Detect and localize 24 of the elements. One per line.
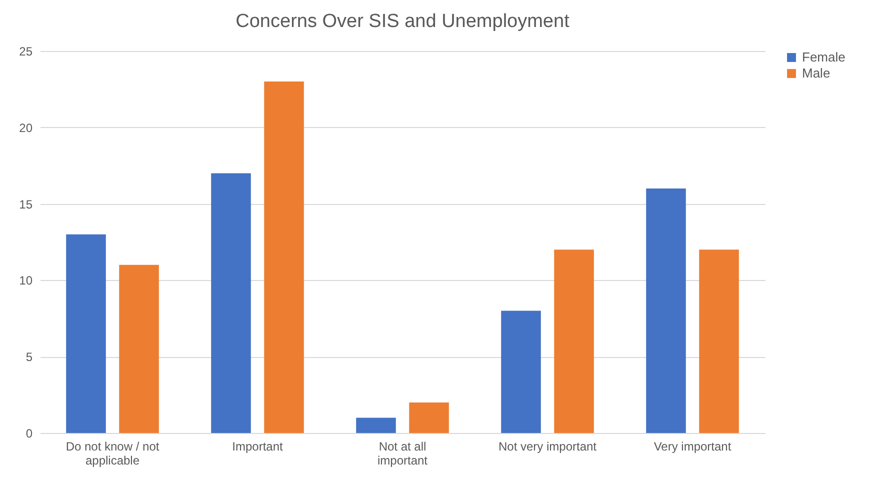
bar — [554, 250, 594, 433]
bar — [211, 173, 251, 433]
x-tick-label: Not very important — [498, 440, 598, 454]
y-tick-label: 0 — [26, 426, 33, 440]
bar — [264, 82, 304, 433]
y-tick-label: 20 — [19, 120, 33, 135]
y-tick-label: 25 — [19, 44, 33, 58]
legend-label: Female — [802, 50, 846, 64]
bar — [119, 264, 159, 433]
y-tick-label: 5 — [26, 350, 33, 364]
x-tick-label: Do not know / not applicable — [66, 440, 160, 468]
y-tick-label: 15 — [19, 197, 33, 212]
bar — [356, 418, 396, 433]
x-tick-label: Very important — [654, 440, 732, 454]
legend-label: Male — [802, 66, 830, 80]
x-tick-label: Not at all important — [377, 440, 428, 468]
y-tick-label: 10 — [19, 274, 33, 288]
bar — [699, 250, 739, 433]
x-tick-label: Important — [232, 440, 284, 454]
chart-title: Concerns Over SIS and Unemployment — [236, 11, 570, 32]
bar — [501, 310, 541, 433]
bar — [646, 188, 686, 433]
bar — [66, 234, 106, 433]
bar — [409, 402, 449, 433]
